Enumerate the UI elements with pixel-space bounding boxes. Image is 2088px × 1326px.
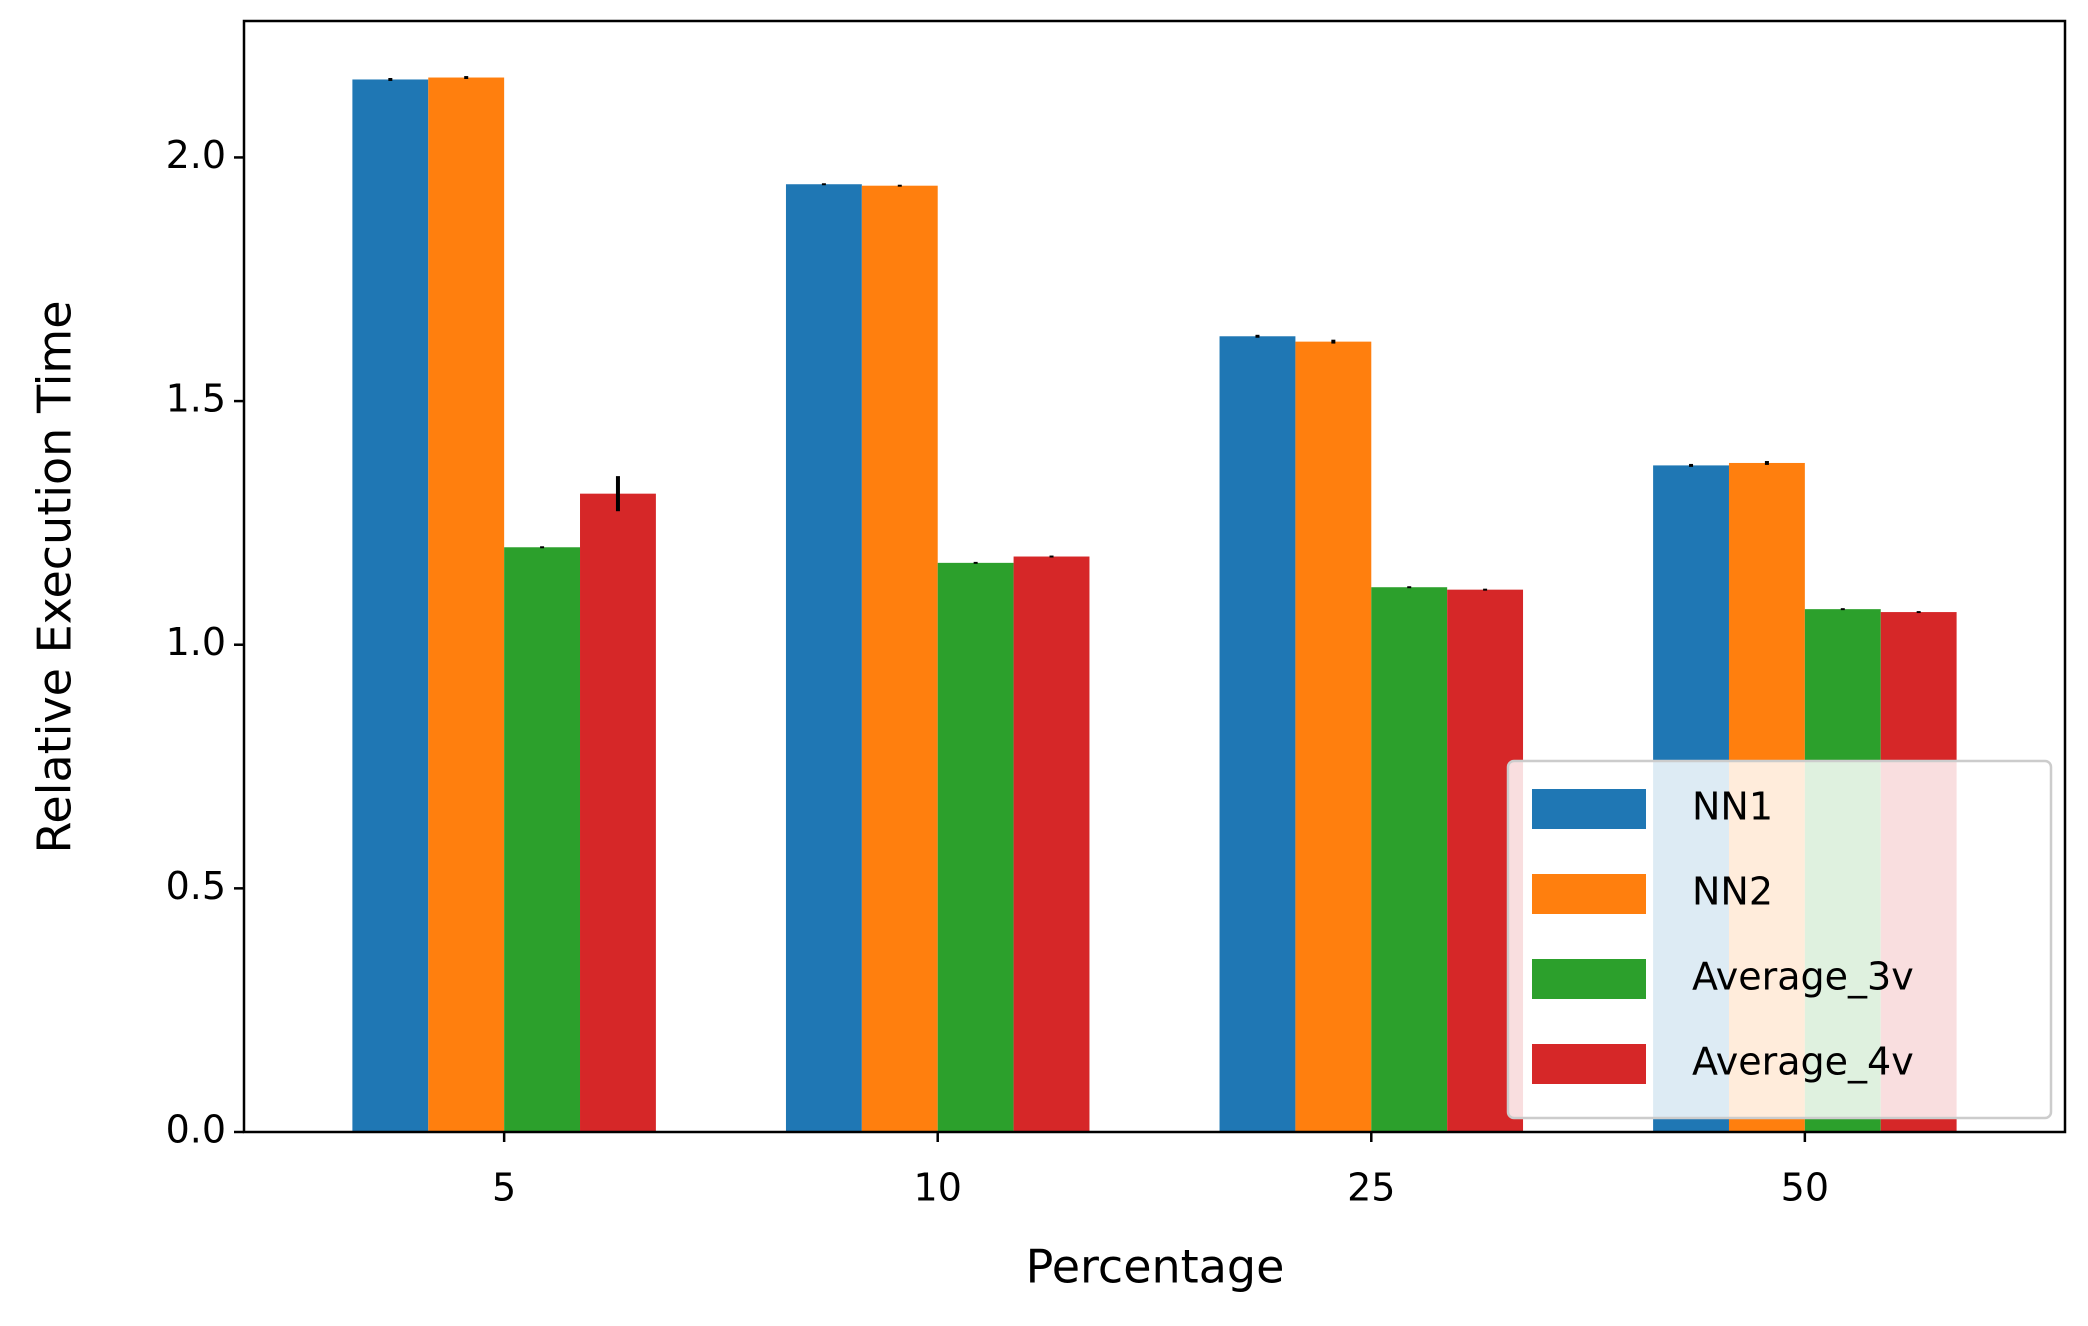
legend-label: NN1 xyxy=(1692,785,1773,829)
bar xyxy=(1295,341,1372,1132)
legend-swatch xyxy=(1532,789,1646,829)
y-tick-label: 0.0 xyxy=(166,1108,226,1152)
bar xyxy=(861,185,938,1133)
legend-swatch xyxy=(1532,874,1646,914)
legend-label: Average_4v xyxy=(1692,1040,1914,1084)
x-axis-label: Percentage xyxy=(1026,1240,1285,1294)
bar xyxy=(1013,556,1090,1132)
x-tick-label: 25 xyxy=(1347,1166,1395,1210)
bar xyxy=(504,547,581,1132)
y-axis-label: Relative Execution Time xyxy=(28,300,82,853)
bar xyxy=(937,562,1014,1132)
bar xyxy=(580,493,656,1132)
bar xyxy=(428,77,505,1133)
legend-label: NN2 xyxy=(1692,870,1773,914)
plot-frame xyxy=(242,19,2067,1134)
legend-label: Average_3v xyxy=(1692,955,1914,999)
y-tick-label: 1.0 xyxy=(166,620,226,664)
bar xyxy=(352,79,429,1133)
y-tick-label: 2.0 xyxy=(166,133,226,177)
x-tick-label: 50 xyxy=(1781,1166,1829,1210)
x-tick-label: 5 xyxy=(492,1166,516,1210)
bar xyxy=(1219,336,1296,1132)
y-tick-label: 1.5 xyxy=(166,377,226,421)
x-tick-label: 10 xyxy=(914,1166,962,1210)
legend-swatch xyxy=(1532,959,1646,999)
y-tick-label: 0.5 xyxy=(166,864,226,908)
legend-swatch xyxy=(1532,1044,1646,1084)
legend-box xyxy=(1506,759,2053,1120)
bar xyxy=(785,184,862,1133)
bar xyxy=(1371,587,1448,1132)
